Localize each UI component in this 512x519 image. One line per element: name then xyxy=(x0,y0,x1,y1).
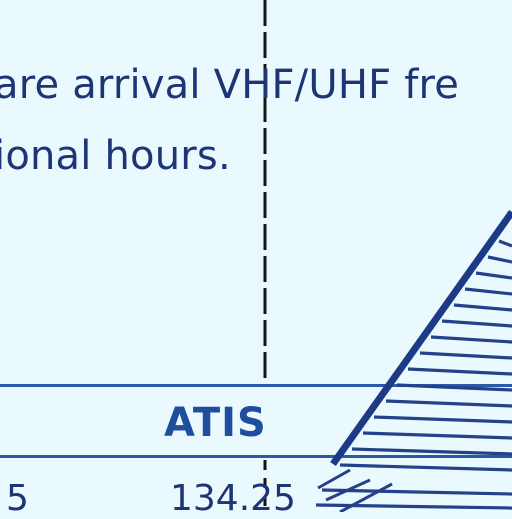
chart-panel: are arrival VHF/UHF fre ional hours. ATI… xyxy=(0,0,512,512)
hatched-boundary-icon xyxy=(0,0,512,512)
